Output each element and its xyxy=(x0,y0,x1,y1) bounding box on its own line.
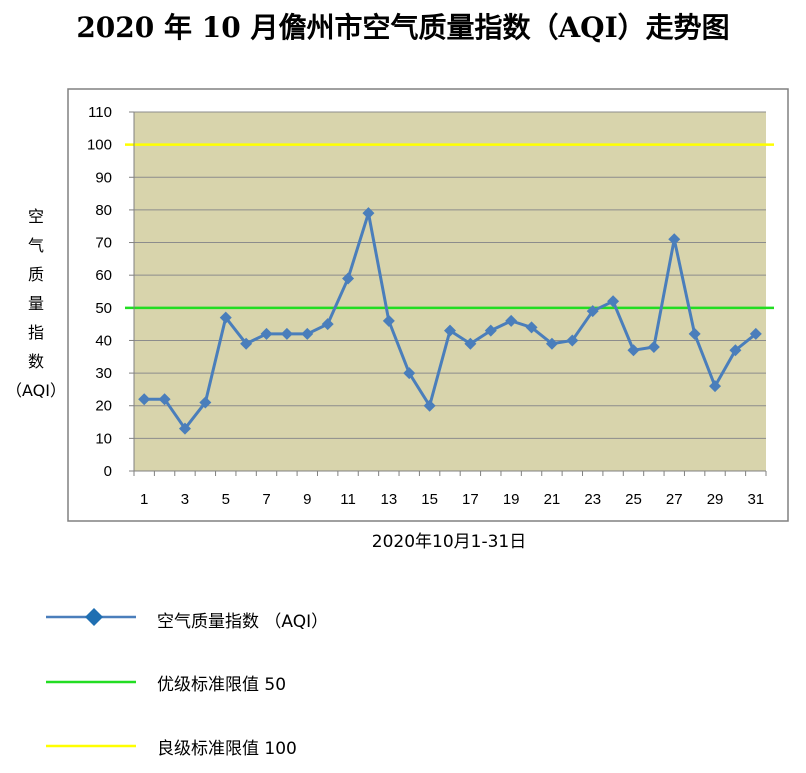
data-point-day-15 xyxy=(423,399,436,412)
legend-item-excellent: 优级标准限值 50 xyxy=(46,666,446,696)
data-point-day-4 xyxy=(199,396,212,409)
data-point-day-22 xyxy=(566,334,579,347)
axes xyxy=(133,112,767,476)
data-point-day-20 xyxy=(525,321,538,334)
data-point-day-2 xyxy=(158,393,171,406)
data-point-day-23 xyxy=(586,305,599,318)
data-point-day-13 xyxy=(382,314,395,327)
y-axis-label-char-1: 气 xyxy=(28,236,44,255)
data-point-day-5 xyxy=(219,311,232,324)
legend-item-good: 良级标准限值 100 xyxy=(46,730,446,760)
series-aqi xyxy=(138,207,762,435)
x-tick-label-1: 1 xyxy=(140,491,148,508)
data-point-day-10 xyxy=(321,318,334,331)
x-tick-label-21: 21 xyxy=(544,491,561,508)
y-tick-label-40: 40 xyxy=(95,332,112,349)
data-point-day-6 xyxy=(240,337,253,350)
data-point-day-26 xyxy=(647,340,660,353)
data-point-day-30 xyxy=(729,344,742,357)
x-tick-label-19: 19 xyxy=(503,491,520,508)
y-tick-label-10: 10 xyxy=(95,430,112,447)
y-axis-label-char-3: 量 xyxy=(28,294,44,313)
x-tick-label-3: 3 xyxy=(181,491,189,508)
legend-label-aqi: 空气质量指数 （AQI） xyxy=(157,612,329,632)
data-point-day-14 xyxy=(403,367,416,380)
x-tick-label-25: 25 xyxy=(625,491,642,508)
x-tick-label-23: 23 xyxy=(584,491,601,508)
y-tick-label-30: 30 xyxy=(95,365,112,382)
data-point-day-9 xyxy=(301,327,314,340)
y-tick-labels: 0 10 20 30 40 50 60 70 80 90 100 110 xyxy=(87,104,112,480)
y-tick-label-110: 110 xyxy=(88,104,112,121)
chart-title: 2020 年 10 月儋州市空气质量指数（AQI）走势图 xyxy=(76,11,730,44)
data-point-day-31 xyxy=(749,327,762,340)
data-point-day-19 xyxy=(505,314,518,327)
x-tick-label-31: 31 xyxy=(747,491,764,508)
x-tick-label-9: 9 xyxy=(303,491,311,508)
y-tick-label-80: 80 xyxy=(95,202,112,219)
y-tick-label-100: 100 xyxy=(87,137,112,154)
data-point-day-11 xyxy=(342,272,355,285)
x-tick-label-27: 27 xyxy=(666,491,683,508)
data-point-day-8 xyxy=(280,327,293,340)
reference-lines xyxy=(125,143,774,310)
legend-label-excellent: 优级标准限值 50 xyxy=(157,675,287,695)
data-point-day-7 xyxy=(260,327,273,340)
legend-swatch-excellent xyxy=(46,680,136,684)
x-tick-label-29: 29 xyxy=(707,491,724,508)
y-tick-label-70: 70 xyxy=(95,235,112,252)
y-axis-label-char-6: （AQI） xyxy=(6,381,66,400)
legend-swatch-good xyxy=(46,744,136,748)
y-axis-label-char-5: 数 xyxy=(28,352,44,371)
legend-label-good: 良级标准限值 100 xyxy=(157,739,297,759)
y-tick-label-50: 50 xyxy=(95,300,112,317)
x-tick-labels: 1 3 5 7 9 11 13 15 17 19 21 23 25 27 29 31 xyxy=(140,491,764,508)
data-point-day-1 xyxy=(138,393,151,406)
x-tick-label-13: 13 xyxy=(380,491,397,508)
data-point-day-17 xyxy=(464,337,477,350)
y-axis-label: 空气质量指数 （AQI） xyxy=(6,207,66,400)
data-point-day-21 xyxy=(545,337,558,350)
data-point-day-28 xyxy=(688,327,701,340)
y-tick-label-20: 20 xyxy=(95,398,112,415)
y-tick-label-90: 90 xyxy=(95,169,112,186)
x-tick-label-7: 7 xyxy=(262,491,270,508)
data-point-day-24 xyxy=(607,295,620,308)
plot-area xyxy=(134,112,766,471)
y-axis-label-char-4: 指 xyxy=(28,323,44,342)
x-tick-label-11: 11 xyxy=(340,491,356,508)
data-point-day-12 xyxy=(362,207,375,220)
x-tick-label-17: 17 xyxy=(462,491,479,508)
data-point-day-3 xyxy=(178,422,191,435)
y-tick-label-0: 0 xyxy=(104,463,112,480)
x-tick-label-15: 15 xyxy=(421,491,438,508)
legend-swatch-aqi xyxy=(46,608,136,626)
x-tick-label-5: 5 xyxy=(222,491,230,508)
data-point-day-25 xyxy=(627,344,640,357)
y-axis-label-char-2: 质 xyxy=(28,265,44,284)
y-axis-label-char-0: 空 xyxy=(28,207,44,226)
data-point-day-18 xyxy=(484,324,497,337)
y-tick-label-60: 60 xyxy=(95,267,112,284)
data-point-day-29 xyxy=(709,380,722,393)
data-point-day-16 xyxy=(444,324,456,337)
x-axis-label: 2020年10月1-31日 xyxy=(372,532,526,552)
legend-item-aqi: 空气质量指数 （AQI） xyxy=(46,603,446,633)
data-point-day-27 xyxy=(668,233,681,246)
